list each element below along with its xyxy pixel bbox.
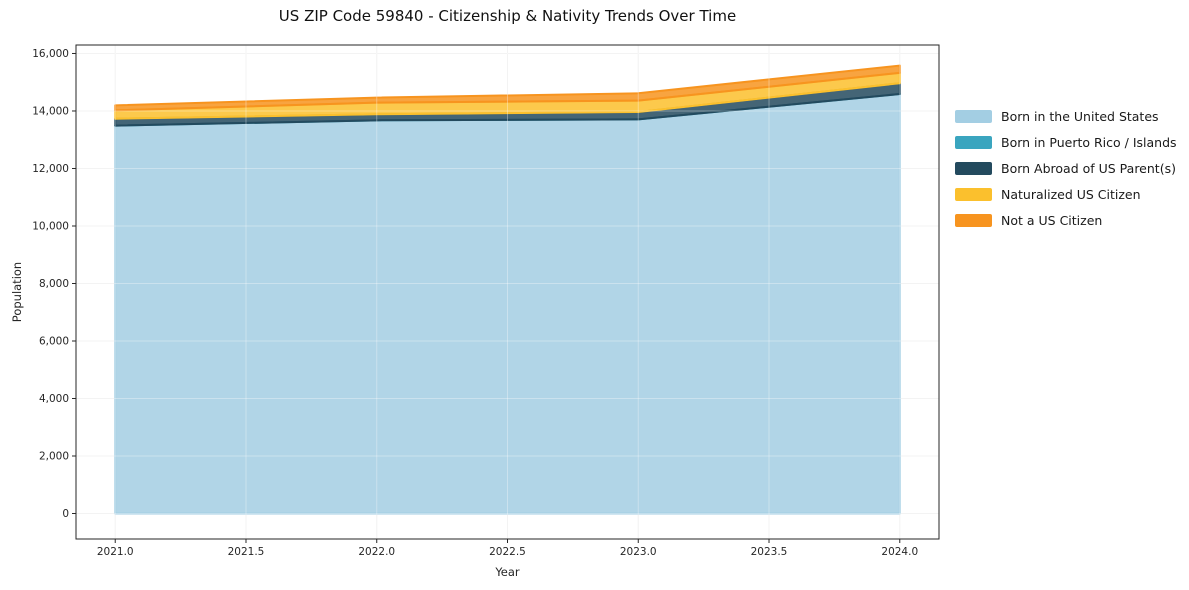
svg-text:8,000: 8,000 (39, 278, 69, 290)
legend-label: Naturalized US Citizen (1001, 186, 1141, 202)
legend-label: Born in the United States (1001, 108, 1159, 124)
svg-text:10,000: 10,000 (32, 220, 69, 232)
legend-swatch (955, 213, 992, 227)
svg-text:2024.0: 2024.0 (881, 546, 918, 558)
svg-text:4,000: 4,000 (39, 393, 69, 405)
legend-item: Naturalized US Citizen (955, 181, 1177, 207)
svg-text:16,000: 16,000 (32, 48, 69, 60)
legend-item: Born in the United States (955, 103, 1177, 129)
x-axis-label: Year (495, 565, 520, 579)
svg-text:12,000: 12,000 (32, 163, 69, 175)
legend-item: Not a US Citizen (955, 207, 1177, 233)
legend-swatch (955, 161, 992, 175)
chart-title: US ZIP Code 59840 - Citizenship & Nativi… (278, 7, 737, 25)
svg-text:2021.5: 2021.5 (228, 546, 265, 558)
svg-text:2,000: 2,000 (39, 450, 69, 462)
svg-text:2023.0: 2023.0 (620, 546, 657, 558)
legend-item: Born in Puerto Rico / Islands (955, 129, 1177, 155)
legend-swatch (955, 109, 992, 123)
svg-text:6,000: 6,000 (39, 335, 69, 347)
svg-text:2022.0: 2022.0 (358, 546, 395, 558)
legend-label: Not a US Citizen (1001, 212, 1103, 228)
svg-text:2022.5: 2022.5 (489, 546, 526, 558)
svg-text:14,000: 14,000 (32, 105, 69, 117)
legend: Born in the United States Born in Puerto… (955, 103, 1177, 233)
svg-text:0: 0 (62, 508, 69, 520)
legend-label: Born in Puerto Rico / Islands (1001, 134, 1177, 150)
legend-swatch (955, 187, 992, 201)
svg-text:2023.5: 2023.5 (751, 546, 788, 558)
legend-swatch (955, 135, 992, 149)
svg-text:2021.0: 2021.0 (97, 546, 134, 558)
legend-item: Born Abroad of US Parent(s) (955, 155, 1177, 181)
y-axis-label: Population (10, 261, 24, 323)
legend-label: Born Abroad of US Parent(s) (1001, 160, 1176, 176)
